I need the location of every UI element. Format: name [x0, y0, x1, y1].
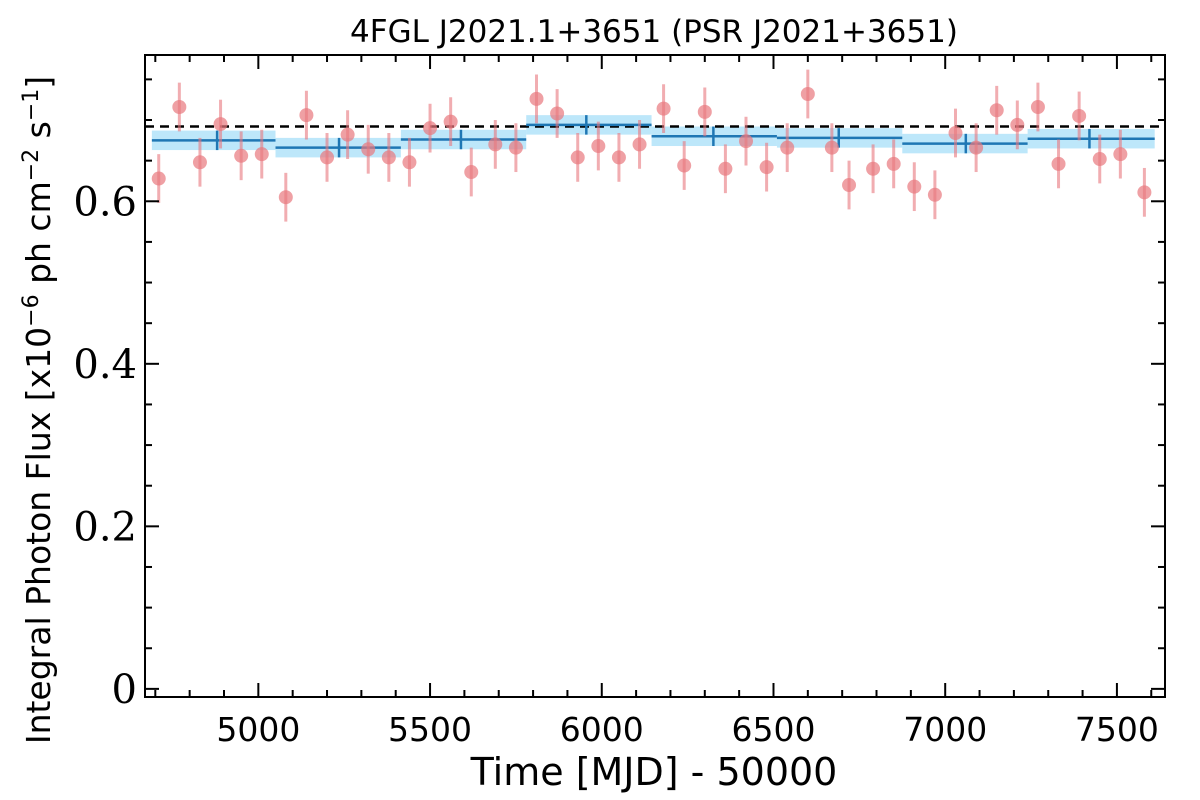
chart-title: 4FGL J2021.1+3651 (PSR J2021+3651): [350, 14, 958, 50]
data-point: [381, 150, 396, 165]
y-label-part-3: s: [19, 121, 58, 149]
data-point: [361, 142, 376, 157]
data-point: [948, 126, 963, 141]
data-point: [443, 114, 458, 129]
data-point: [278, 190, 293, 205]
x-tick-label: 6500: [731, 710, 815, 749]
data-point: [989, 103, 1004, 118]
y-tick-label: 0.2: [73, 504, 137, 550]
y-label-exp-2: −2: [19, 149, 44, 181]
data-point: [824, 140, 839, 155]
data-point: [1051, 156, 1066, 171]
y-axis-label: Integral Photon Flux [x10−6 ph cm−2 s−1]: [19, 76, 59, 744]
data-point: [1092, 152, 1107, 167]
data-point: [402, 155, 417, 170]
data-point: [1010, 117, 1025, 132]
data-point: [927, 187, 942, 202]
x-tick-label: 5500: [388, 710, 472, 749]
data-point: [677, 158, 692, 173]
data-point: [907, 179, 922, 194]
data-point: [697, 104, 712, 119]
data-point: [866, 161, 881, 176]
data-point: [340, 127, 355, 142]
data-point: [423, 121, 438, 136]
data-point: [1030, 100, 1045, 115]
data-point: [488, 137, 503, 152]
data-point: [969, 140, 984, 155]
data-point: [739, 134, 754, 149]
axis-ticks: 5000 5500 6000 6500 7000 7500 0 0.2 0.4 0.6: [73, 55, 1165, 749]
data-point: [886, 156, 901, 171]
data-point: [464, 165, 479, 180]
data-point: [718, 161, 733, 176]
data-point: [172, 100, 187, 115]
y-label-exp-1: −6: [19, 294, 44, 326]
data-point: [759, 160, 774, 175]
x-tick-label: 5000: [216, 710, 300, 749]
x-tick-label: 6000: [560, 710, 644, 749]
y-label-part-2: ph cm: [19, 181, 58, 294]
data-point: [213, 117, 228, 132]
data-point: [192, 155, 207, 170]
plot-area-frame: [144, 54, 1166, 698]
data-point: [151, 171, 166, 186]
x-tick-label: 7500: [1075, 710, 1159, 749]
data-point: [320, 150, 335, 165]
long-bin-steps: [151, 115, 1155, 158]
data-point: [299, 108, 314, 123]
data-point: [529, 91, 544, 106]
data-point: [780, 140, 795, 155]
data-point: [550, 106, 565, 121]
data-point: [591, 139, 606, 154]
data-point: [1072, 108, 1087, 123]
data-point: [234, 148, 249, 163]
data-point: [508, 140, 523, 155]
y-tick-label: 0: [112, 667, 137, 713]
data-point: [800, 87, 815, 102]
data-point: [1137, 185, 1152, 200]
y-tick-label: 0.6: [73, 179, 137, 225]
y-label-exp-3: −1: [19, 89, 44, 121]
short-bin-points: [151, 69, 1152, 222]
data-point: [254, 147, 269, 162]
x-tick-label: 7000: [903, 710, 987, 749]
data-point: [656, 101, 671, 116]
y-label-part-4: ]: [19, 76, 58, 89]
y-tick-label: 0.4: [73, 342, 137, 388]
data-point: [1113, 147, 1128, 162]
y-label-part-1: Integral Photon Flux [x10: [19, 327, 58, 744]
data-point: [570, 150, 585, 165]
data-point: [632, 137, 647, 152]
x-axis-label: Time [MJD] - 50000: [470, 750, 838, 794]
data-point: [611, 150, 626, 165]
data-point: [842, 178, 857, 193]
